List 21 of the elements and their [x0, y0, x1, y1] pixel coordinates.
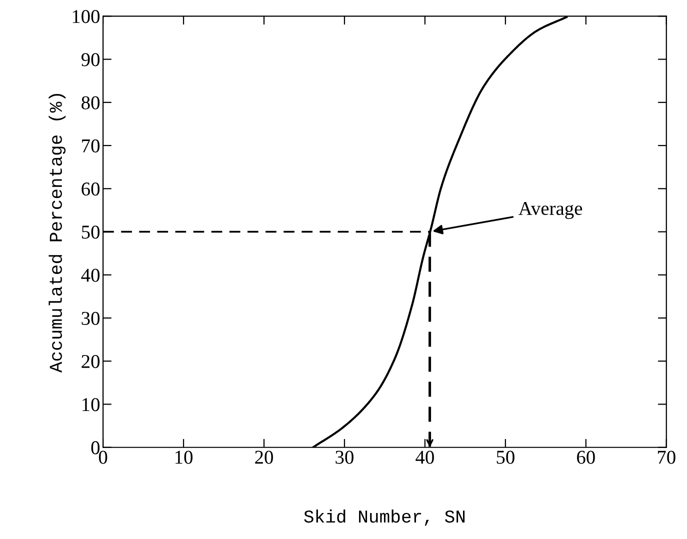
annotation: Average [518, 202, 582, 220]
x-tick-label: 40 [416, 450, 434, 464]
x-tick-label: 30 [336, 450, 354, 464]
y-tick-label: 70 [82, 139, 100, 152]
y-tick-label: 90 [81, 53, 100, 66]
y-axis-title: Accumulated Percentage (%) [48, 94, 66, 373]
x-tick-label: 20 [255, 450, 273, 464]
x-tick-label: 70 [658, 450, 676, 464]
x-tick-label: 60 [577, 450, 595, 464]
y-tick-label: 10 [82, 398, 100, 412]
y-tick-label: 30 [82, 312, 100, 325]
y-tick-label: 20 [82, 354, 100, 368]
x-axis-title: Skid Number, SN [304, 509, 465, 526]
y-tick-label: 40 [81, 268, 100, 282]
y-tick-label: 0 [91, 441, 100, 454]
y-tick-label: 100 [72, 10, 100, 24]
y-tick-label: 80 [82, 96, 100, 110]
y-tick-label: 50 [82, 226, 100, 239]
x-tick-label: 50 [496, 450, 514, 464]
x-tick-label: 10 [176, 450, 193, 464]
y-tick-label: 60 [82, 182, 100, 196]
